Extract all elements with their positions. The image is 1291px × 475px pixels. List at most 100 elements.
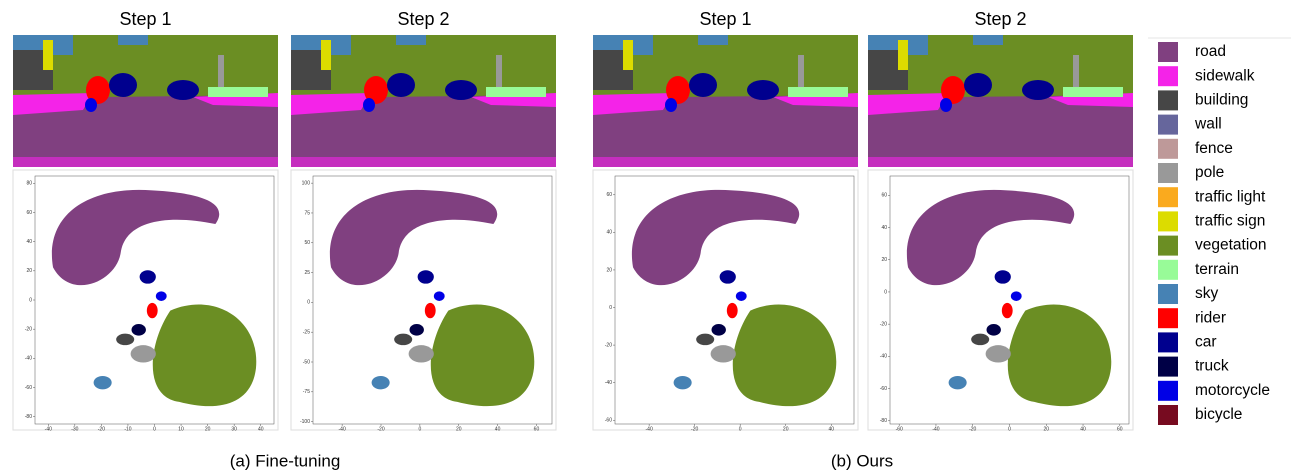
x-tick-label: 40 bbox=[258, 426, 264, 432]
y-tick-label: 0 bbox=[884, 289, 887, 295]
y-tick-label: 20 bbox=[26, 268, 32, 274]
x-tick-label: -40 bbox=[45, 426, 52, 432]
x-tick-label: -40 bbox=[932, 426, 939, 432]
legend-label: pole bbox=[1195, 164, 1224, 181]
legend-swatch bbox=[1158, 139, 1178, 159]
y-tick-label: -40 bbox=[25, 356, 32, 362]
y-tick-label: -20 bbox=[605, 342, 612, 348]
y-tick-label: 60 bbox=[606, 192, 612, 198]
y-tick-label: 20 bbox=[606, 267, 612, 273]
y-tick-label: -60 bbox=[880, 386, 887, 392]
y-tick-label: -100 bbox=[300, 419, 310, 425]
y-tick-label: -50 bbox=[303, 359, 310, 365]
y-tick-label: -20 bbox=[25, 327, 32, 333]
y-tick-label: 60 bbox=[881, 193, 887, 199]
y-tick-label: -80 bbox=[25, 414, 32, 420]
y-tick-label: -75 bbox=[303, 389, 310, 395]
legend-label: traffic light bbox=[1195, 188, 1266, 205]
y-tick-label: 25 bbox=[304, 270, 310, 276]
segmentation-map bbox=[291, 35, 556, 167]
x-tick-label: -30 bbox=[71, 426, 78, 432]
y-tick-label: 40 bbox=[26, 239, 32, 245]
x-tick-label: 20 bbox=[783, 426, 789, 432]
legend-label: sidewalk bbox=[1195, 67, 1255, 84]
legend-swatch bbox=[1158, 357, 1178, 377]
y-tick-label: 80 bbox=[26, 181, 32, 187]
y-tick-label: 75 bbox=[304, 210, 310, 216]
legend-label: wall bbox=[1194, 116, 1222, 133]
legend-label: car bbox=[1195, 333, 1217, 350]
y-tick-label: -60 bbox=[25, 385, 32, 391]
x-tick-label: 40 bbox=[1080, 426, 1086, 432]
legend-swatch bbox=[1158, 260, 1178, 280]
x-tick-label: 40 bbox=[495, 426, 501, 432]
y-tick-label: -20 bbox=[880, 321, 887, 327]
y-tick-label: -60 bbox=[605, 418, 612, 424]
legend-swatch bbox=[1158, 284, 1178, 304]
y-tick-label: -40 bbox=[605, 380, 612, 386]
y-tick-label: 20 bbox=[881, 257, 887, 263]
legend-label: building bbox=[1195, 91, 1248, 108]
legend-label: motorcycle bbox=[1195, 382, 1270, 399]
legend-label: fence bbox=[1195, 140, 1233, 157]
legend-swatch bbox=[1158, 381, 1178, 401]
legend-swatch bbox=[1158, 187, 1178, 207]
x-tick-label: 0 bbox=[1008, 426, 1011, 432]
segmentation-map bbox=[13, 35, 278, 167]
x-tick-label: 0 bbox=[153, 426, 156, 432]
y-tick-label: 60 bbox=[26, 210, 32, 216]
legend-swatch bbox=[1158, 332, 1178, 352]
x-tick-label: -10 bbox=[124, 426, 131, 432]
legend-label: rider bbox=[1195, 309, 1226, 326]
x-tick-label: -20 bbox=[969, 426, 976, 432]
x-tick-label: 60 bbox=[534, 426, 540, 432]
legend-swatch bbox=[1158, 236, 1178, 256]
y-tick-label: -80 bbox=[880, 418, 887, 424]
x-tick-label: -40 bbox=[646, 426, 653, 432]
x-tick-label: -20 bbox=[98, 426, 105, 432]
legend-label: road bbox=[1195, 43, 1226, 60]
x-tick-label: -20 bbox=[377, 426, 384, 432]
segmentation-map bbox=[593, 35, 858, 167]
x-tick-label: 20 bbox=[1043, 426, 1049, 432]
x-tick-label: 0 bbox=[739, 426, 742, 432]
x-tick-label: -20 bbox=[691, 426, 698, 432]
legend-label: terrain bbox=[1195, 261, 1239, 278]
step-title: Step 1 bbox=[699, 9, 751, 29]
legend-label: bicycle bbox=[1195, 406, 1242, 423]
x-tick-label: -40 bbox=[339, 426, 346, 432]
figure: (a) Fine-tuningStep 1-40-30-20-100102030… bbox=[0, 0, 1291, 475]
y-tick-label: 0 bbox=[609, 305, 612, 311]
y-tick-label: 50 bbox=[304, 240, 310, 246]
y-tick-label: 40 bbox=[606, 230, 612, 236]
x-tick-label: 60 bbox=[1117, 426, 1123, 432]
legend-label: vegetation bbox=[1195, 237, 1267, 254]
legend-swatch bbox=[1158, 90, 1178, 110]
step-title: Step 1 bbox=[119, 9, 171, 29]
legend-swatch bbox=[1158, 115, 1178, 135]
x-tick-label: 20 bbox=[205, 426, 211, 432]
y-tick-label: -40 bbox=[880, 354, 887, 360]
y-tick-label: -25 bbox=[303, 330, 310, 336]
x-tick-label: -60 bbox=[896, 426, 903, 432]
y-tick-label: 100 bbox=[302, 180, 311, 186]
caption: (a) Fine-tuning bbox=[230, 451, 341, 470]
legend-label: traffic sign bbox=[1195, 212, 1265, 229]
step-title: Step 2 bbox=[397, 9, 449, 29]
x-tick-label: 10 bbox=[178, 426, 184, 432]
legend-swatch bbox=[1158, 163, 1178, 183]
legend-swatch bbox=[1158, 66, 1178, 86]
legend-swatch bbox=[1158, 308, 1178, 328]
x-tick-label: 0 bbox=[418, 426, 421, 432]
y-tick-label: 0 bbox=[307, 300, 310, 306]
legend-swatch bbox=[1158, 405, 1178, 425]
x-tick-label: 20 bbox=[456, 426, 462, 432]
step-title: Step 2 bbox=[974, 9, 1026, 29]
legend-swatch bbox=[1158, 42, 1178, 62]
x-tick-label: 30 bbox=[231, 426, 237, 432]
y-tick-label: 40 bbox=[881, 225, 887, 231]
legend-swatch bbox=[1158, 211, 1178, 231]
y-tick-label: 0 bbox=[29, 297, 32, 303]
legend-label: truck bbox=[1195, 358, 1229, 375]
x-tick-label: 40 bbox=[828, 426, 834, 432]
